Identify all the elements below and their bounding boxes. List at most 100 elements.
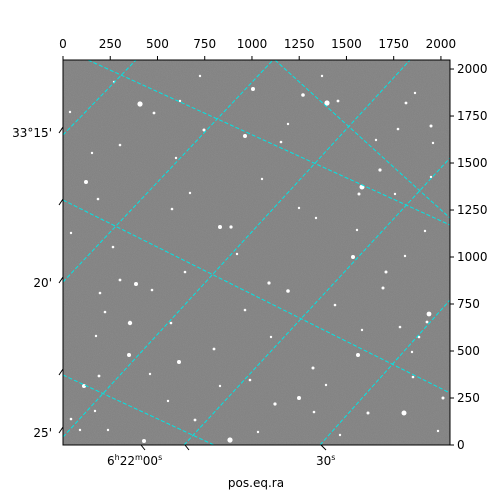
star-59 xyxy=(183,270,187,274)
star-80 xyxy=(94,334,98,338)
grid-line-8 xyxy=(274,60,450,219)
star-48 xyxy=(142,439,146,443)
grid-line-5 xyxy=(87,60,450,226)
ra-tick-label-30s: 30s xyxy=(316,453,335,468)
star-58 xyxy=(111,245,115,249)
star-72 xyxy=(393,192,397,196)
star-35 xyxy=(177,360,181,364)
right-tick-label-0: 0 xyxy=(457,438,465,452)
star-52 xyxy=(248,378,252,382)
top-tick-label-0: 0 xyxy=(59,37,67,51)
star-6 xyxy=(243,134,247,138)
star-71 xyxy=(93,409,97,413)
star-78 xyxy=(423,229,427,233)
star-67 xyxy=(68,110,72,114)
star-81 xyxy=(320,74,324,78)
star-34 xyxy=(127,353,131,357)
star-66 xyxy=(178,99,182,103)
image-area xyxy=(62,59,451,446)
dec-tick-15 xyxy=(58,126,64,134)
star-77 xyxy=(355,228,359,232)
right-tick-label-750: 750 xyxy=(457,297,480,311)
dec-tick-extra1 xyxy=(58,198,64,206)
star-33 xyxy=(169,321,173,325)
star-9 xyxy=(152,111,156,115)
star-79 xyxy=(403,254,407,258)
plot-frame xyxy=(62,59,451,446)
grid-line-2 xyxy=(63,60,411,438)
top-tick-label-1750: 1750 xyxy=(378,37,409,51)
dec-axis: 33°15' 20' 25' xyxy=(12,126,64,440)
star-65 xyxy=(431,141,435,145)
star-32 xyxy=(98,291,102,295)
star-7 xyxy=(202,128,206,132)
star-2 xyxy=(251,87,255,91)
right-tick-label-2000: 2000 xyxy=(457,62,488,76)
right-tick-label-1500: 1500 xyxy=(457,156,488,170)
grid-line-0 xyxy=(63,60,137,136)
star-49 xyxy=(69,417,73,421)
dec-tick-label-15: 33°15' xyxy=(12,126,52,140)
dec-tick-label-20: 20' xyxy=(33,276,52,290)
grid-line-6 xyxy=(63,199,450,394)
star-12 xyxy=(396,127,400,131)
right-tick-label-250: 250 xyxy=(457,391,480,405)
star-89 xyxy=(436,429,440,433)
grid-line-3 xyxy=(183,157,450,445)
grid-line-7 xyxy=(63,374,215,445)
ra-tick-6h22m00s xyxy=(140,444,146,451)
right-tick-label-1000: 1000 xyxy=(457,250,488,264)
star-10 xyxy=(118,143,122,147)
coordinate-grid xyxy=(63,60,450,445)
star-29 xyxy=(425,320,429,324)
star-41 xyxy=(297,396,301,400)
dec-tick-20 xyxy=(58,276,64,284)
star-70 xyxy=(148,372,152,376)
star-82 xyxy=(198,74,202,78)
star-31 xyxy=(103,310,107,314)
star-76 xyxy=(188,191,192,195)
star-5 xyxy=(404,101,408,105)
top-tick-label-250: 250 xyxy=(99,37,122,51)
top-tick-label-2000: 2000 xyxy=(426,37,457,51)
star-36 xyxy=(356,353,360,357)
star-47 xyxy=(227,437,233,443)
star-38 xyxy=(311,366,315,370)
ra-tick-30s xyxy=(320,444,327,451)
right-pixel-axis: 0 250 500 750 1000 1250 1500 1750 2000 xyxy=(450,62,488,452)
right-tick-label-1750: 1750 xyxy=(457,109,488,123)
star-84 xyxy=(374,138,378,142)
star-60 xyxy=(69,231,73,235)
star-22 xyxy=(170,207,174,211)
star-55 xyxy=(417,335,421,339)
star-42 xyxy=(273,402,277,406)
star-92 xyxy=(166,399,170,403)
star-16 xyxy=(84,180,88,184)
ra-axis: 6h22m00s 30s pos.eq.ra xyxy=(107,444,335,490)
star-54 xyxy=(398,325,402,329)
star-4 xyxy=(336,99,340,103)
star-19 xyxy=(229,225,233,229)
dec-tick-label-25: 25' xyxy=(33,426,52,440)
top-tick-label-1250: 1250 xyxy=(284,37,315,51)
star-1 xyxy=(324,100,330,106)
top-tick-label-1000: 1000 xyxy=(237,37,268,51)
right-tick-label-1250: 1250 xyxy=(457,203,488,217)
star-28 xyxy=(426,311,432,317)
star-27 xyxy=(381,286,385,290)
star-61 xyxy=(314,216,318,220)
star-17 xyxy=(96,197,100,201)
star-20 xyxy=(351,255,355,259)
star-74 xyxy=(269,335,273,339)
star-53 xyxy=(333,303,337,307)
star-93 xyxy=(324,383,328,387)
star-95 xyxy=(410,350,414,354)
star-91 xyxy=(106,428,110,432)
star-26 xyxy=(118,278,122,282)
top-tick-label-750: 750 xyxy=(193,37,216,51)
star-40 xyxy=(97,374,101,378)
star-68 xyxy=(297,206,301,210)
grid-line-1 xyxy=(63,60,274,283)
star-11 xyxy=(279,140,283,144)
star-86 xyxy=(218,384,222,388)
